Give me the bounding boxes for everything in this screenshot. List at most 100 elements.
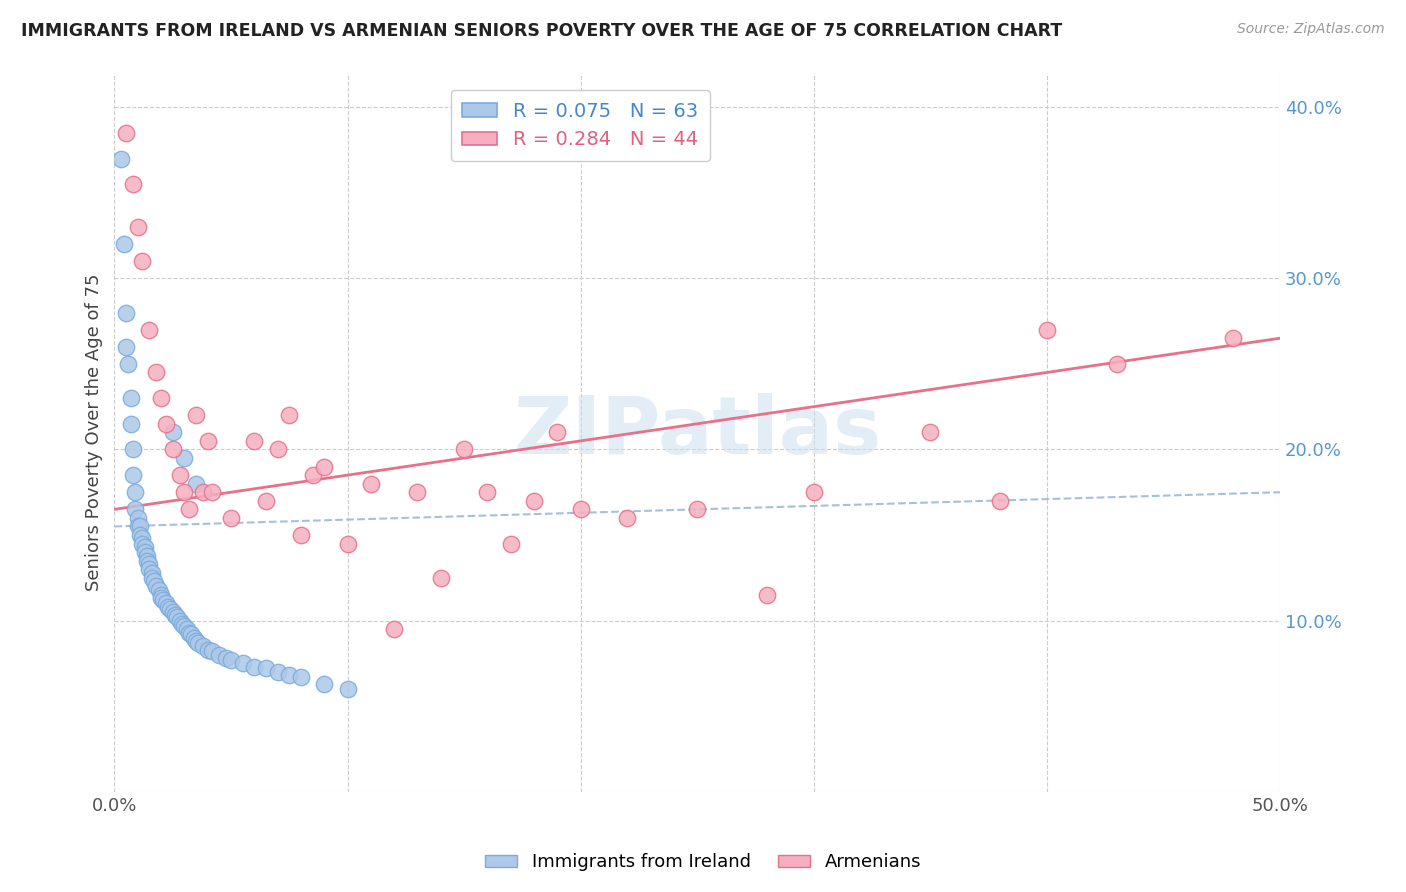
Point — [124, 485, 146, 500]
Point — [141, 566, 163, 580]
Point — [180, 627, 202, 641]
Point — [266, 665, 288, 679]
Point — [191, 639, 214, 653]
Point — [477, 485, 499, 500]
Point — [138, 557, 160, 571]
Point — [803, 485, 825, 500]
Point — [201, 485, 224, 500]
Point — [131, 254, 153, 268]
Point — [127, 519, 149, 533]
Text: Source: ZipAtlas.com: Source: ZipAtlas.com — [1237, 22, 1385, 37]
Point — [112, 237, 135, 252]
Point — [406, 485, 429, 500]
Point — [232, 657, 254, 671]
Point — [1105, 357, 1128, 371]
Point — [131, 536, 153, 550]
Point — [523, 493, 546, 508]
Point — [988, 493, 1011, 508]
Point — [184, 634, 207, 648]
Point — [243, 434, 266, 448]
Point — [163, 608, 186, 623]
Point — [170, 617, 193, 632]
Point — [314, 677, 336, 691]
Point — [115, 126, 138, 140]
Point — [152, 593, 174, 607]
Point — [155, 417, 177, 431]
Point — [499, 536, 522, 550]
Point — [129, 528, 152, 542]
Point — [686, 502, 709, 516]
Point — [150, 391, 173, 405]
Point — [254, 661, 277, 675]
Point — [191, 485, 214, 500]
Point — [360, 476, 382, 491]
Point — [219, 653, 242, 667]
Point — [169, 468, 191, 483]
Point — [243, 660, 266, 674]
Point — [453, 442, 475, 457]
Point — [159, 601, 181, 615]
Point — [145, 579, 167, 593]
Text: IMMIGRANTS FROM IRELAND VS ARMENIAN SENIORS POVERTY OVER THE AGE OF 75 CORRELATI: IMMIGRANTS FROM IRELAND VS ARMENIAN SENI… — [21, 22, 1063, 40]
Point — [1222, 331, 1244, 345]
Point — [177, 502, 200, 516]
Point — [150, 591, 173, 606]
Point — [278, 409, 301, 423]
Point — [124, 502, 146, 516]
Point — [122, 468, 145, 483]
Point — [136, 549, 159, 563]
Point — [162, 425, 184, 440]
Point — [187, 636, 209, 650]
Point — [115, 305, 138, 319]
Point — [183, 631, 205, 645]
Point — [278, 668, 301, 682]
Point — [430, 571, 453, 585]
Y-axis label: Seniors Poverty Over the Age of 75: Seniors Poverty Over the Age of 75 — [86, 274, 103, 591]
Point — [184, 476, 207, 491]
Legend: R = 0.075   N = 63, R = 0.284   N = 44: R = 0.075 N = 63, R = 0.284 N = 44 — [450, 90, 710, 161]
Point — [177, 625, 200, 640]
Point — [1036, 323, 1059, 337]
Point — [197, 642, 219, 657]
Legend: Immigrants from Ireland, Armenians: Immigrants from Ireland, Armenians — [478, 847, 928, 879]
Point — [546, 425, 568, 440]
Point — [219, 511, 242, 525]
Point — [290, 528, 312, 542]
Point — [290, 670, 312, 684]
Point — [616, 511, 638, 525]
Point — [215, 651, 238, 665]
Point — [169, 614, 191, 628]
Point — [920, 425, 942, 440]
Point — [162, 442, 184, 457]
Point — [148, 582, 170, 597]
Point — [382, 622, 405, 636]
Point — [141, 571, 163, 585]
Point — [166, 610, 188, 624]
Point — [336, 681, 359, 696]
Point — [138, 562, 160, 576]
Point — [117, 357, 139, 371]
Point — [138, 323, 160, 337]
Point — [173, 618, 195, 632]
Point — [127, 511, 149, 525]
Point — [134, 540, 156, 554]
Point — [134, 545, 156, 559]
Point — [110, 152, 132, 166]
Point — [122, 442, 145, 457]
Point — [176, 622, 198, 636]
Point — [145, 366, 167, 380]
Point — [129, 519, 152, 533]
Point — [201, 644, 224, 658]
Point — [150, 588, 173, 602]
Point — [266, 442, 288, 457]
Point — [197, 434, 219, 448]
Point — [120, 391, 142, 405]
Point — [143, 574, 166, 589]
Point — [336, 536, 359, 550]
Point — [173, 450, 195, 465]
Point — [301, 468, 323, 483]
Point — [756, 588, 779, 602]
Point — [208, 648, 231, 662]
Point — [122, 178, 145, 192]
Point — [173, 485, 195, 500]
